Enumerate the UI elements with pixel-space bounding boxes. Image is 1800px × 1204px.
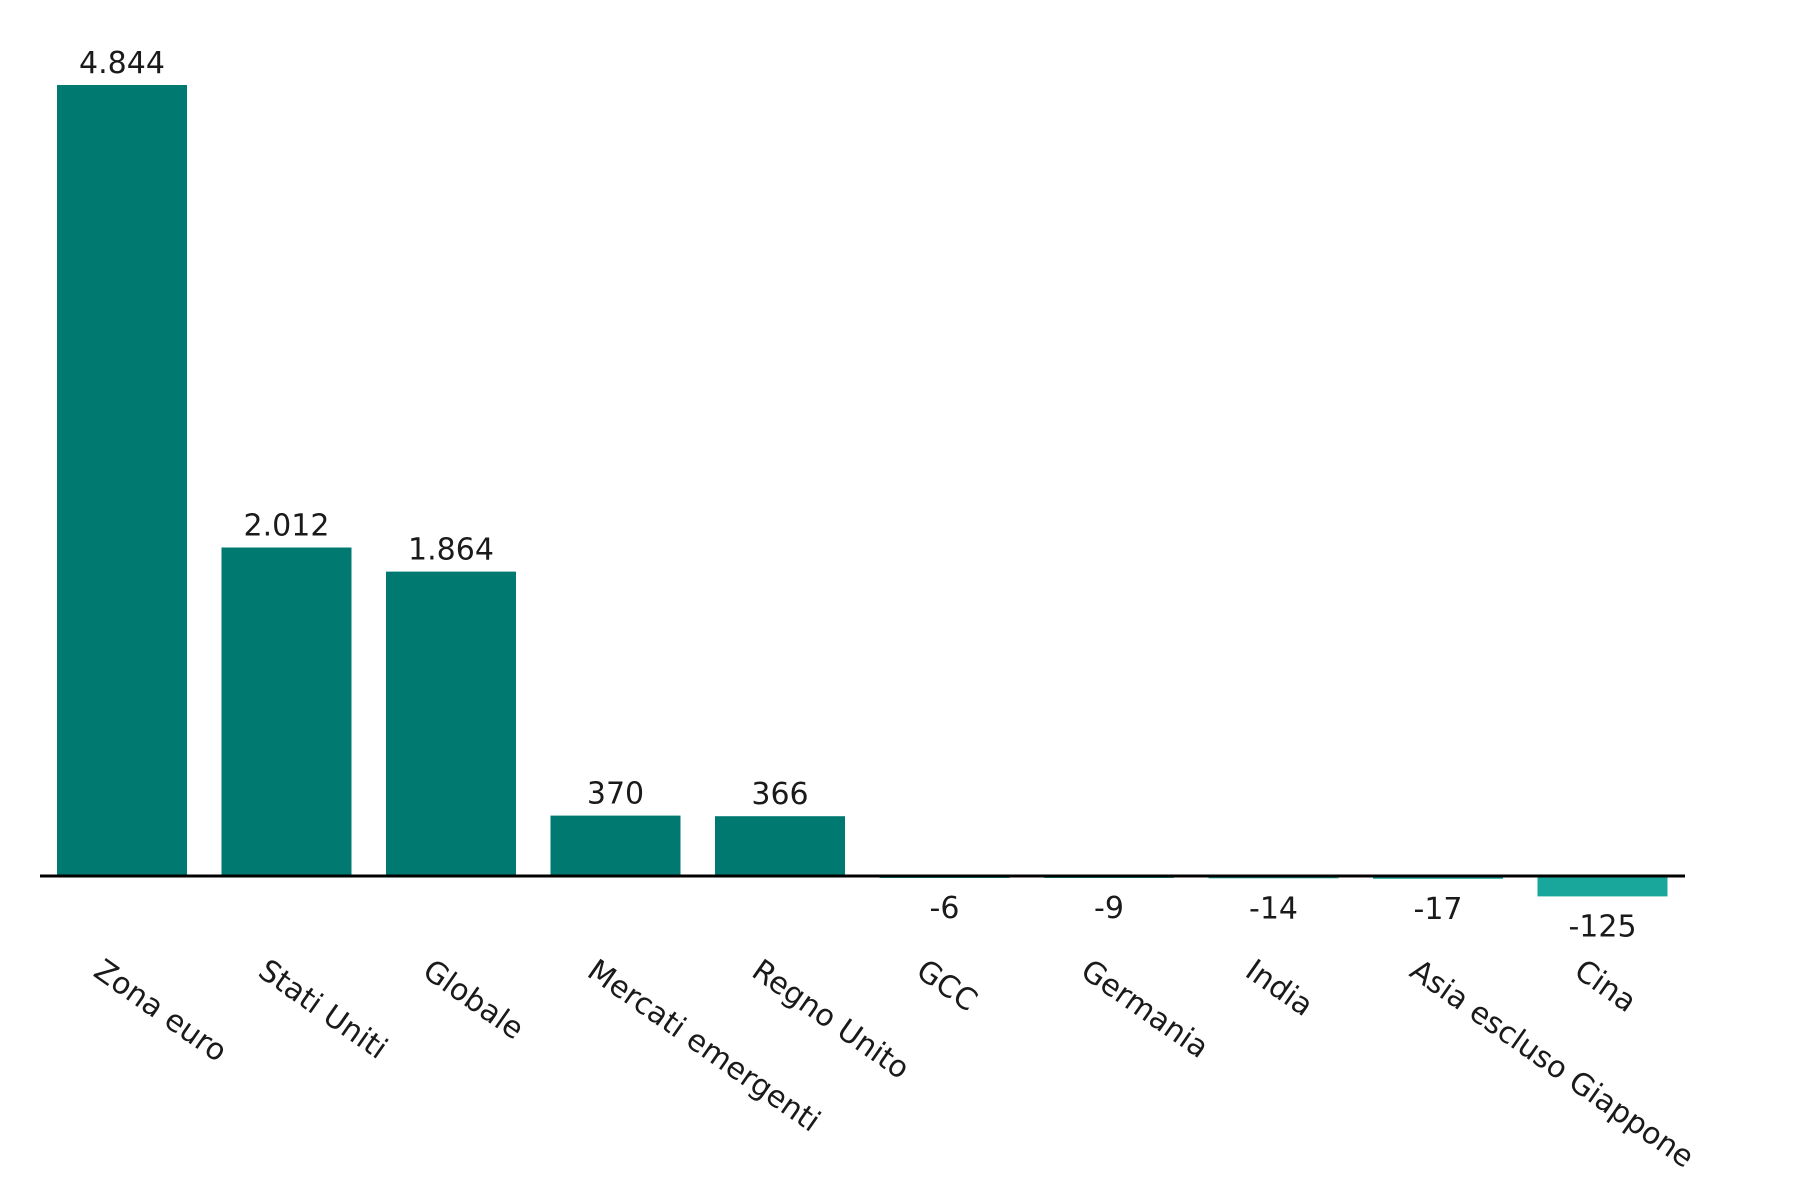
value-labels-layer: 4.844 2.012 1.864 370 366 -6 -9 -14 -17 -125 bbox=[79, 46, 1636, 944]
value-label-2: 1.864 bbox=[408, 533, 494, 568]
category-label-9: Cina bbox=[1568, 953, 1643, 1020]
value-label-8: -17 bbox=[1414, 892, 1463, 927]
value-label-5: -6 bbox=[930, 891, 960, 926]
bar-2 bbox=[386, 571, 516, 876]
category-label-7: India bbox=[1239, 953, 1319, 1024]
bar-9 bbox=[1537, 876, 1668, 897]
bar-3 bbox=[550, 815, 681, 876]
category-label-4: Regno Unito bbox=[745, 953, 915, 1087]
category-label-0: Zona euro bbox=[87, 953, 233, 1070]
bar-1 bbox=[221, 547, 352, 876]
value-label-0: 4.844 bbox=[79, 46, 165, 81]
value-label-1: 2.012 bbox=[244, 509, 330, 544]
category-label-2: Globale bbox=[416, 953, 530, 1047]
value-label-9: -125 bbox=[1568, 909, 1636, 944]
category-label-6: Germania bbox=[1074, 953, 1214, 1066]
category-label-5: GCC bbox=[910, 953, 983, 1019]
bar-4 bbox=[715, 816, 845, 876]
bar-0 bbox=[57, 85, 187, 876]
bars-layer bbox=[57, 85, 1668, 897]
value-label-3: 370 bbox=[587, 777, 644, 812]
category-label-8: Asia escluso Giappone bbox=[1403, 953, 1700, 1175]
category-label-1: Stati Uniti bbox=[252, 953, 394, 1067]
category-labels-layer: Zona euro Stati Uniti Globale Mercati emerg… bbox=[87, 953, 1700, 1175]
value-label-7: -14 bbox=[1249, 891, 1298, 926]
value-label-4: 366 bbox=[751, 777, 808, 812]
value-label-6: -9 bbox=[1094, 891, 1124, 926]
